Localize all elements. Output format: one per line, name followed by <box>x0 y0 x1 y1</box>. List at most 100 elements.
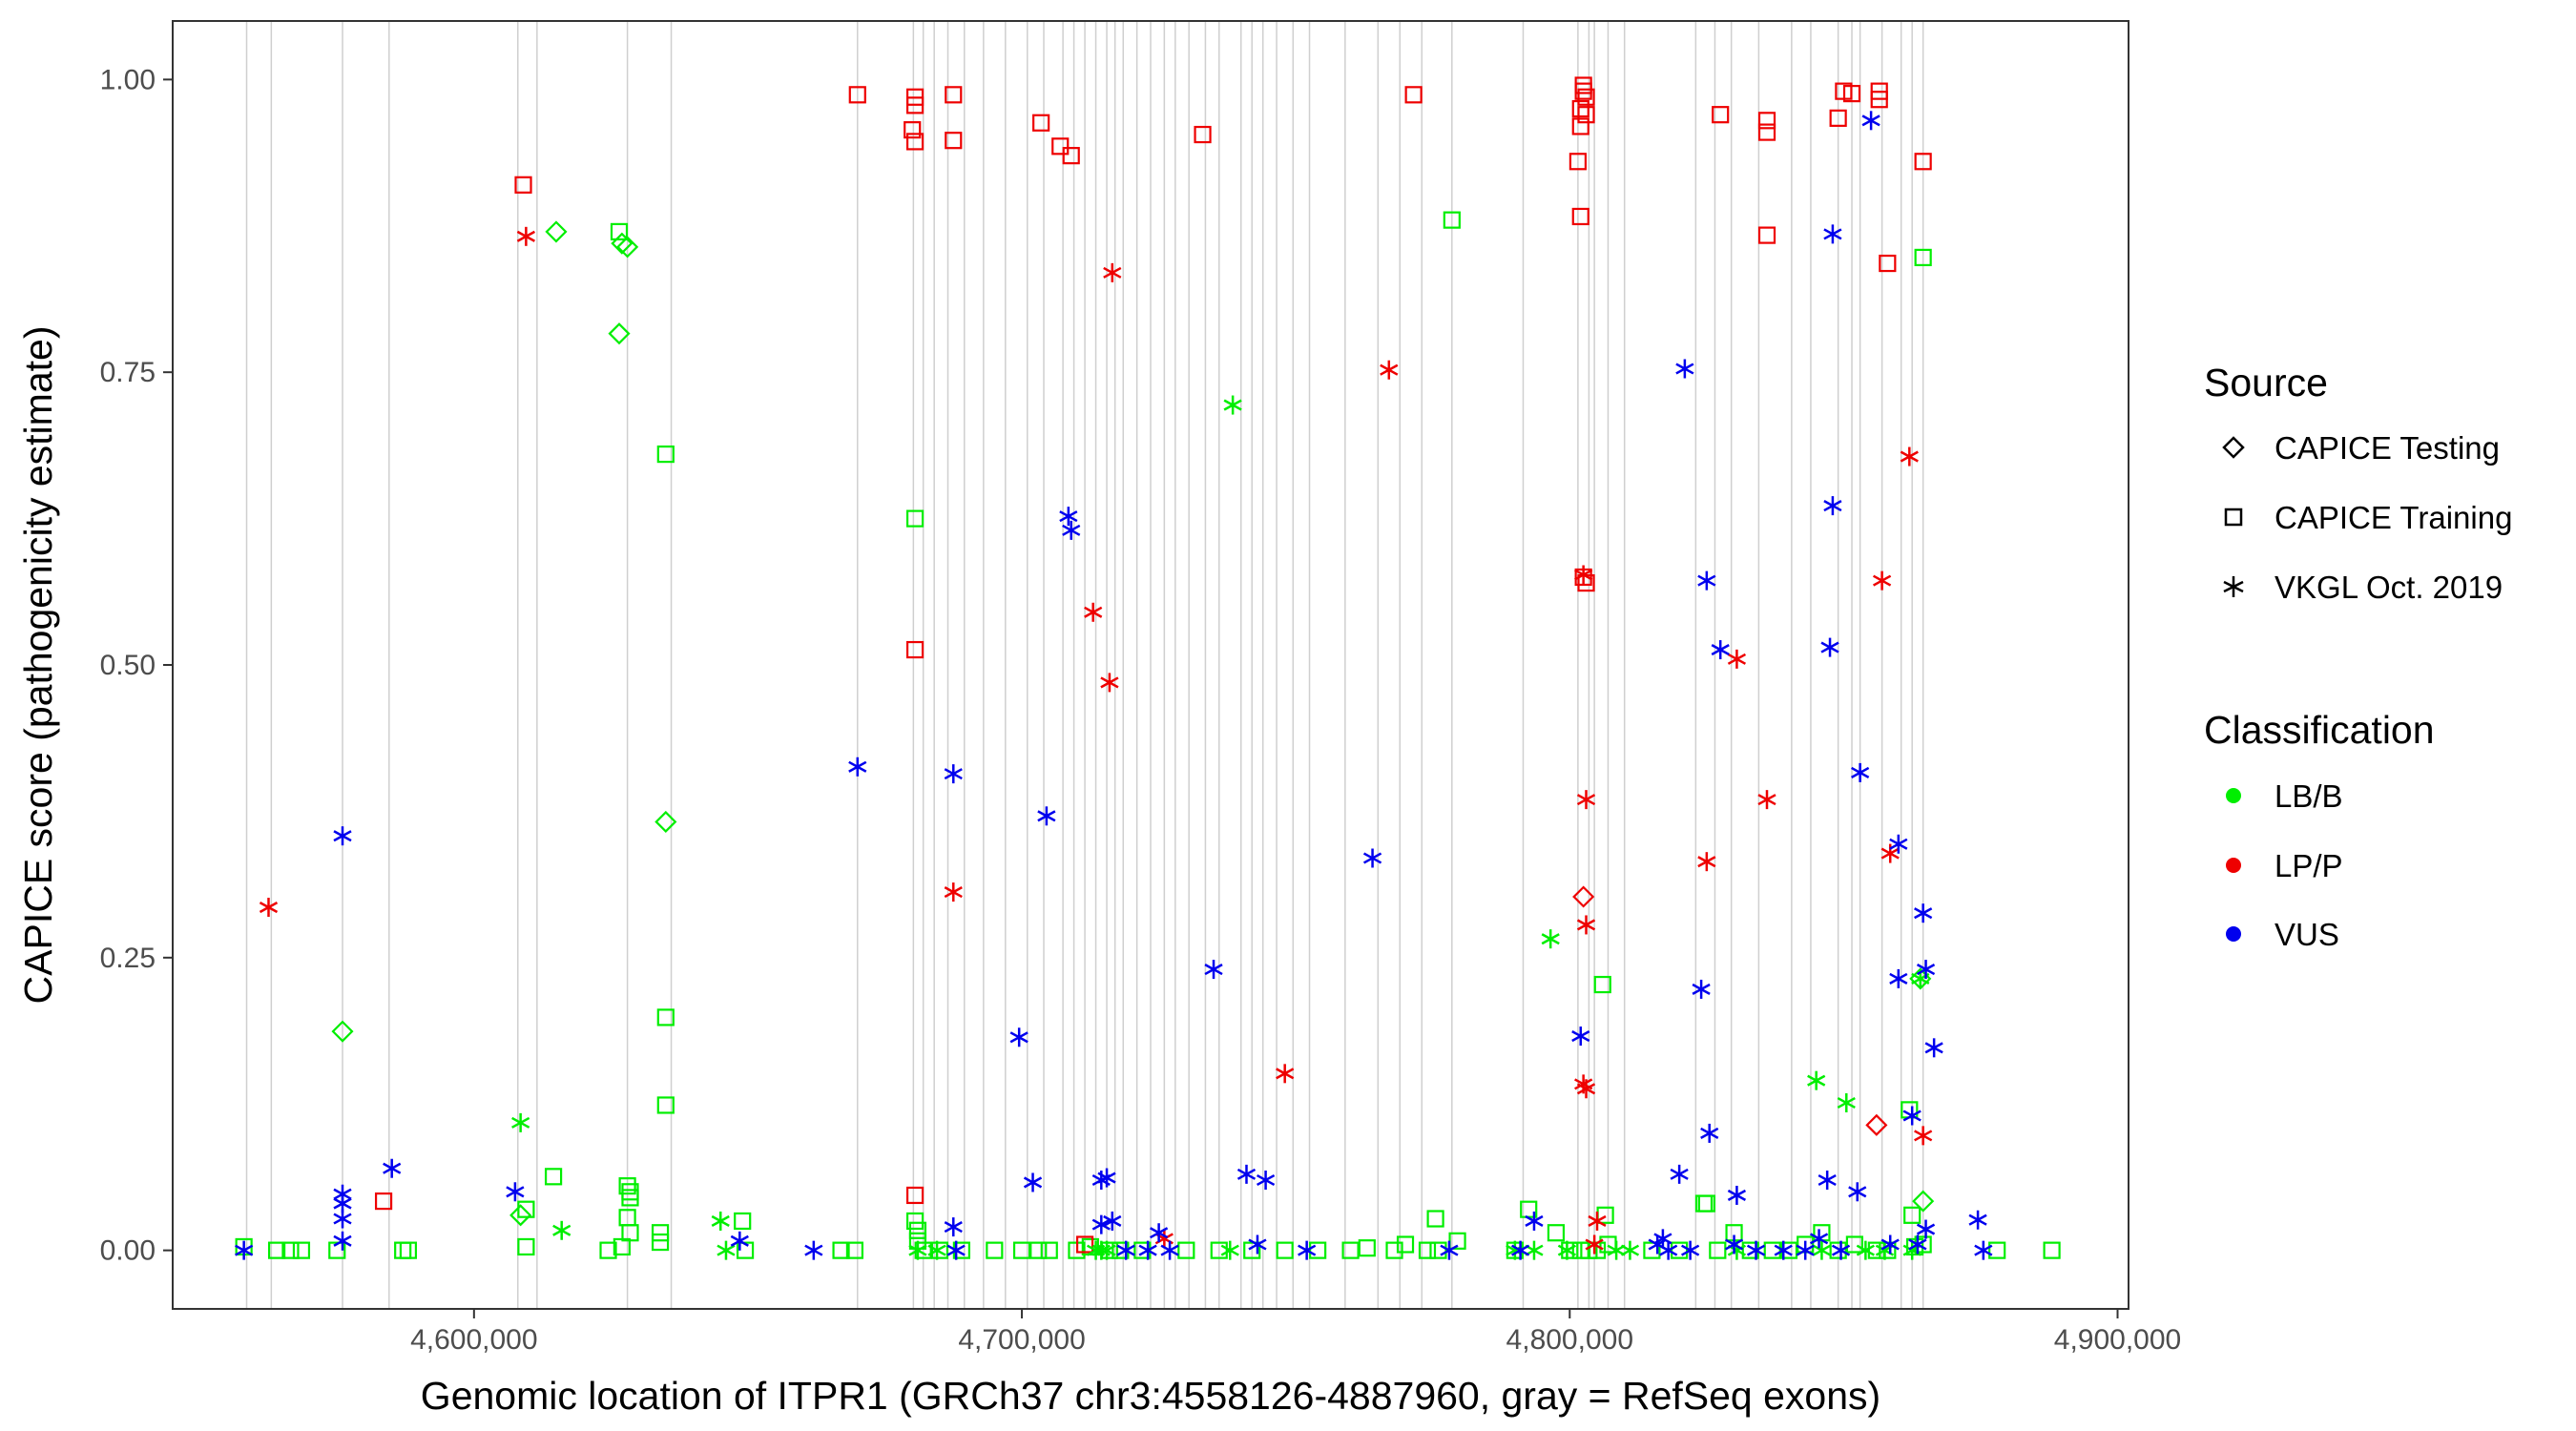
data-point-asterisk <box>1880 843 1900 863</box>
data-point-asterisk <box>1727 1185 1747 1205</box>
data-point-square <box>544 1168 563 1186</box>
data-point-asterisk <box>235 1240 254 1260</box>
data-point-asterisk <box>1724 1234 1744 1255</box>
data-point-square <box>399 1241 418 1259</box>
data-point-diamond <box>545 220 568 243</box>
data-point-asterisk <box>333 1231 352 1251</box>
data-point-square <box>1051 137 1070 156</box>
data-point-asterisk <box>1574 565 1593 585</box>
data-point-square <box>1577 106 1595 124</box>
data-point-asterisk <box>1880 1234 1900 1255</box>
y-axis-title: CAPICE score (pathogenicity estimate) <box>16 326 60 1005</box>
legend-label-vkgl: VKGL Oct. 2019 <box>2275 570 2503 605</box>
data-point-asterisk <box>1009 1027 1028 1047</box>
data-point-asterisk <box>1276 1064 1295 1084</box>
data-point-square <box>1194 125 1212 144</box>
data-point-asterisk <box>1576 1079 1596 1099</box>
data-point-asterisk <box>1059 507 1078 527</box>
data-point-asterisk <box>944 882 963 902</box>
data-point-asterisk <box>1914 903 1933 923</box>
data-point-asterisk <box>1818 1171 1837 1190</box>
data-point-asterisk <box>1727 649 1747 669</box>
data-point-asterisk <box>1062 520 1081 540</box>
data-point-square <box>1845 1235 1863 1254</box>
data-point-asterisk <box>1571 1027 1590 1047</box>
data-point-asterisk <box>1675 359 1694 379</box>
data-point-square <box>1914 153 1932 171</box>
data-point-asterisk <box>927 1240 946 1260</box>
data-point-square <box>1075 1235 1094 1254</box>
data-point-square <box>734 1212 752 1231</box>
x-tick-label: 4,600,000 <box>410 1324 537 1356</box>
exon-lines <box>245 21 1924 1309</box>
data-point-square <box>1829 109 1847 127</box>
data-point-square <box>1568 153 1587 171</box>
legend-label-capice-testing: CAPICE Testing <box>2275 430 2500 466</box>
data-point-asterisk <box>1861 111 1880 131</box>
data-point-asterisk <box>1588 1211 1607 1231</box>
data-point-square <box>514 176 532 194</box>
data-point-square <box>1418 1241 1437 1259</box>
data-point-square <box>930 1241 949 1259</box>
data-point-square <box>1062 147 1080 165</box>
data-point-asterisk <box>1809 1229 1829 1249</box>
data-point-asterisk <box>804 1240 823 1260</box>
data-point-asterisk <box>506 1182 525 1202</box>
data-point-asterisk <box>1711 640 1730 660</box>
data-point-asterisk <box>259 898 279 918</box>
legend-asterisk-marker <box>2223 576 2244 597</box>
data-point-square <box>905 133 924 151</box>
data-point-asterisk <box>944 764 963 784</box>
data-point-square <box>1574 82 1592 100</box>
data-point-asterisk <box>552 1220 571 1240</box>
x-tick-label: 4,700,000 <box>958 1324 1085 1356</box>
legend-vus-dot <box>2226 926 2241 942</box>
data-point-square <box>651 1233 670 1252</box>
data-point-asterisk <box>1774 1240 1793 1260</box>
data-point-asterisk <box>1362 848 1382 868</box>
data-point-square <box>905 509 924 528</box>
data-point-asterisk <box>1831 1240 1851 1260</box>
data-point-asterisk <box>1900 446 1919 467</box>
data-point-square <box>1697 1194 1715 1213</box>
data-point-square <box>599 1241 617 1259</box>
data-point-square <box>1547 1224 1566 1242</box>
legend-classification-title: Classification <box>2204 708 2435 752</box>
data-point-asterisk <box>1837 1093 1856 1112</box>
data-point-asterisk <box>717 1240 736 1260</box>
data-point-asterisk <box>1100 673 1119 693</box>
data-point-square <box>1571 99 1589 118</box>
legend-diamond-marker <box>2222 436 2245 459</box>
data-point-square <box>656 445 675 464</box>
data-point-square <box>1903 1206 1922 1224</box>
data-point-asterisk <box>383 1158 402 1178</box>
data-point-square <box>651 1224 670 1242</box>
data-point-square <box>1561 1241 1579 1259</box>
x-tick-label: 4,800,000 <box>1506 1324 1633 1356</box>
data-point-square <box>1040 1241 1058 1259</box>
data-point-asterisk <box>1576 790 1596 810</box>
data-point-asterisk <box>1820 637 1839 657</box>
data-point-square <box>848 86 866 104</box>
legend-item-lbb: LB/B <box>2226 778 2343 814</box>
data-point-asterisk <box>1697 570 1716 591</box>
data-point-diamond <box>608 322 631 345</box>
y-axis: 0.00 0.25 0.50 0.75 1.00 <box>100 64 173 1267</box>
data-point-asterisk <box>1248 1234 1267 1255</box>
data-point-square <box>1757 123 1776 141</box>
data-point-square <box>1443 211 1461 229</box>
data-point-asterisk <box>1848 1182 1867 1202</box>
data-point-asterisk <box>1889 834 1908 854</box>
data-point-square <box>1593 975 1611 994</box>
data-point-asterisk <box>1223 395 1242 415</box>
data-point-asterisk <box>333 1209 352 1229</box>
data-point-asterisk <box>1924 1038 1943 1058</box>
data-point-asterisk <box>1440 1240 1459 1260</box>
x-tick-label: 4,900,000 <box>2054 1324 2181 1356</box>
data-point-asterisk <box>1380 360 1399 380</box>
data-point-square <box>292 1241 311 1259</box>
data-point-diamond <box>616 236 639 259</box>
data-point-asterisk <box>1670 1164 1689 1184</box>
data-point-square <box>905 96 924 114</box>
data-point-square <box>905 640 924 659</box>
